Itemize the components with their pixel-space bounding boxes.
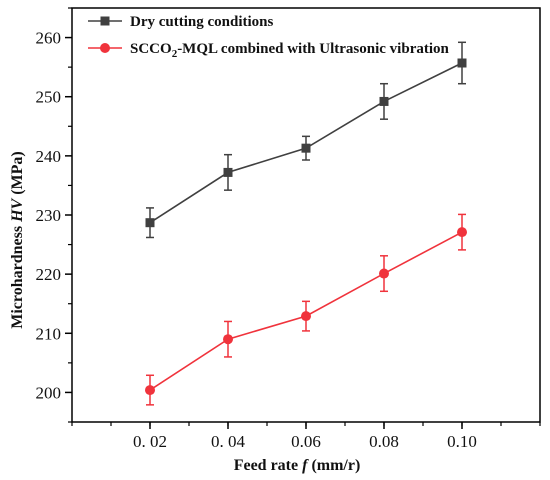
legend-item-1: Dry cutting conditions xyxy=(88,14,274,30)
series-1 xyxy=(145,41,467,239)
series-layer xyxy=(145,41,467,406)
y-tick-label: 240 xyxy=(36,147,62,166)
y-axis-title: Microhardness HV (MPa) xyxy=(9,151,26,328)
y-tick-label: 260 xyxy=(36,29,62,48)
ticks: 200 210 220 230 240 250 260 0. 02 0. 04 0.06 0.08 0… xyxy=(36,7,541,451)
y-tick-label: 210 xyxy=(36,324,62,343)
x-tick-label: 0.10 xyxy=(447,432,477,451)
x-tick-label: 0.06 xyxy=(291,432,321,451)
legend-marker xyxy=(100,43,110,53)
x-tick-label: 0. 04 xyxy=(211,432,246,451)
legend-label: Dry cutting conditions xyxy=(130,14,274,30)
x-tick-label: 0.08 xyxy=(369,432,399,451)
data-point xyxy=(457,227,467,238)
y-tick-label: 230 xyxy=(36,206,62,225)
legend: Dry cutting conditions SCCO2-MQL combined… xyxy=(88,14,450,60)
x-tick-label: 0. 02 xyxy=(133,432,167,451)
data-point xyxy=(223,167,233,177)
data-point xyxy=(301,143,311,153)
legend-marker xyxy=(100,16,110,26)
axes xyxy=(71,7,541,423)
data-point xyxy=(145,385,155,396)
data-point xyxy=(379,268,389,279)
x-axis-title: Feed rate f (mm/r) xyxy=(234,457,361,474)
legend-label: SCCO2-MQL combined with Ultrasonic vibra… xyxy=(130,41,450,60)
y-tick-label: 220 xyxy=(36,265,62,284)
data-point xyxy=(301,311,311,322)
data-point xyxy=(457,58,467,68)
data-point xyxy=(223,334,233,345)
series-2 xyxy=(145,213,467,406)
data-point xyxy=(145,218,155,228)
plot-frame xyxy=(71,7,541,423)
data-point xyxy=(379,96,389,106)
y-tick-label: 200 xyxy=(36,383,62,402)
y-tick-label: 250 xyxy=(36,88,62,107)
legend-item-2: SCCO2-MQL combined with Ultrasonic vibra… xyxy=(88,41,450,60)
